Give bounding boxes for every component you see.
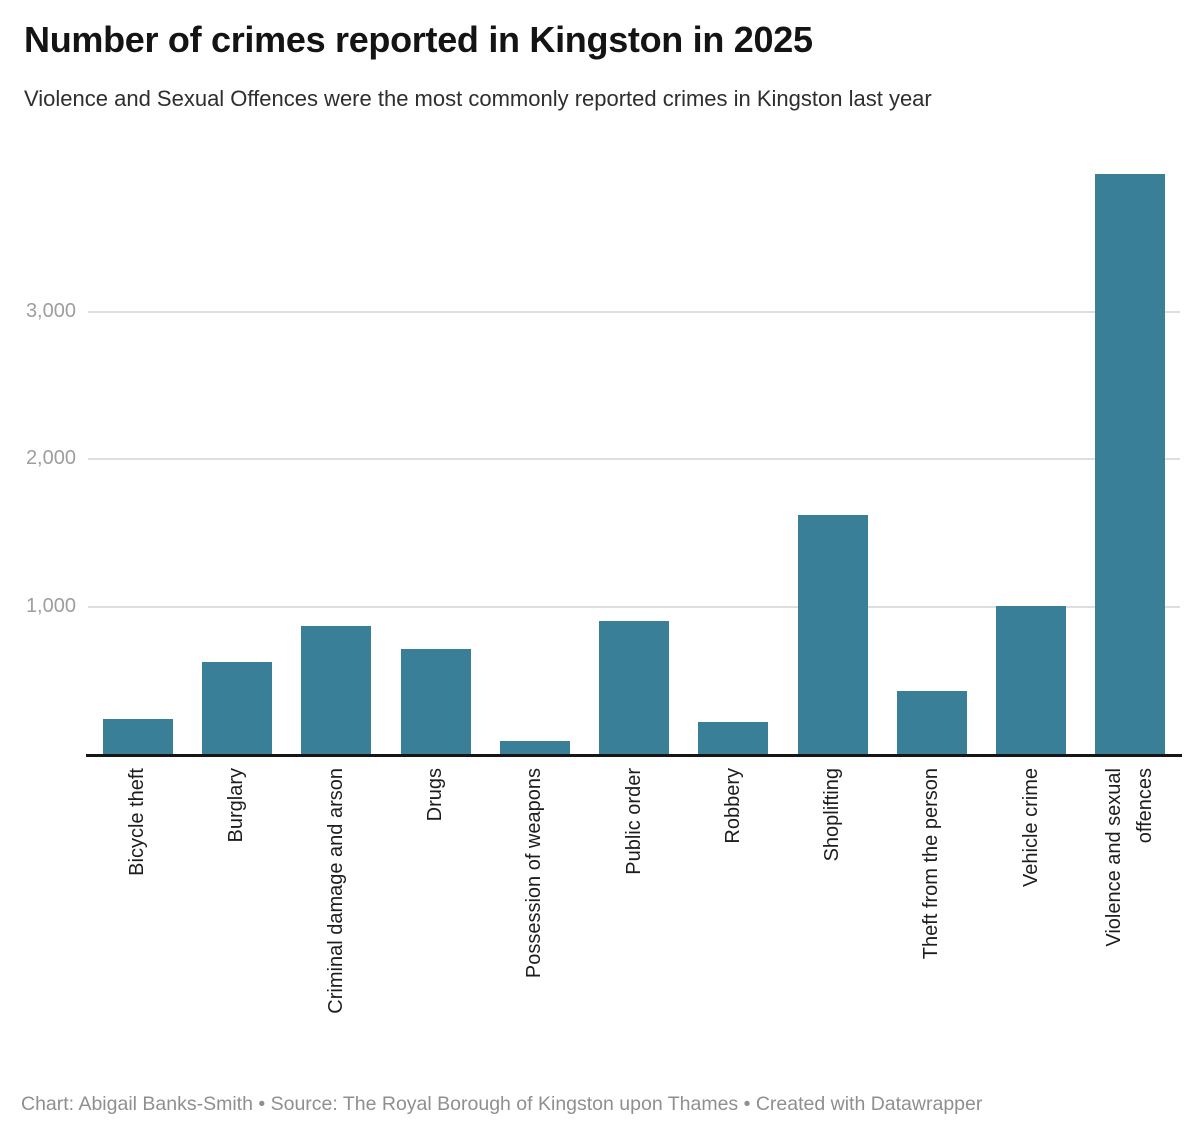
y-axis-tick-label: 2,000 [25,447,76,470]
bar-theft-from-the-person [896,690,967,754]
bar-public-order [599,620,669,754]
x-axis-line [86,754,1182,757]
x-tick-label-violence-and-sexual-offences: Violence and sexual offences [1103,768,1157,947]
x-tick-label-shoplifting: Shoplifting [821,768,843,862]
bar-bicycle-theft [102,718,173,754]
x-tick-label-vehicle-crime: Vehicle crime [1019,768,1042,887]
bar-possession-of-weapons [499,740,570,754]
chart-title: Number of crimes reported in Kingston in… [24,19,813,60]
bar-violence-and-sexual-offences [1095,174,1166,754]
x-tick-label-theft-from-the-person: Theft from the person [920,768,943,960]
gridline-1000 [88,605,1180,608]
bar-vehicle-crime [996,605,1067,754]
x-tick-label-bicycle-theft: Bicycle theft [126,768,149,876]
chart-subtitle: Violence and Sexual Offences were the mo… [24,86,932,111]
bar-shoplifting [797,514,868,754]
x-tick-label-robbery: Robbery [721,768,744,844]
y-axis-tick-label: 1,000 [25,594,76,617]
bar-criminal-damage-and-arson [301,625,372,754]
x-tick-label-burglary: Burglary [225,768,248,843]
x-tick-label-criminal-damage-and-arson: Criminal damage and arson [324,768,347,1014]
bar-burglary [201,661,272,754]
gridline-3000 [88,311,1180,313]
x-tick-label-possession-of-weapons: Possession of weapons [523,768,546,979]
x-tick-label-public-order: Public order [622,768,645,875]
bar-robbery [698,722,769,754]
gridline-2000 [88,458,1180,461]
chart-footer: Chart: Abigail Banks-Smith • Source: The… [21,1093,983,1115]
x-tick-label-drugs: Drugs [424,768,446,822]
bar-drugs [400,649,471,754]
y-axis-tick-label: 3,000 [25,300,76,322]
